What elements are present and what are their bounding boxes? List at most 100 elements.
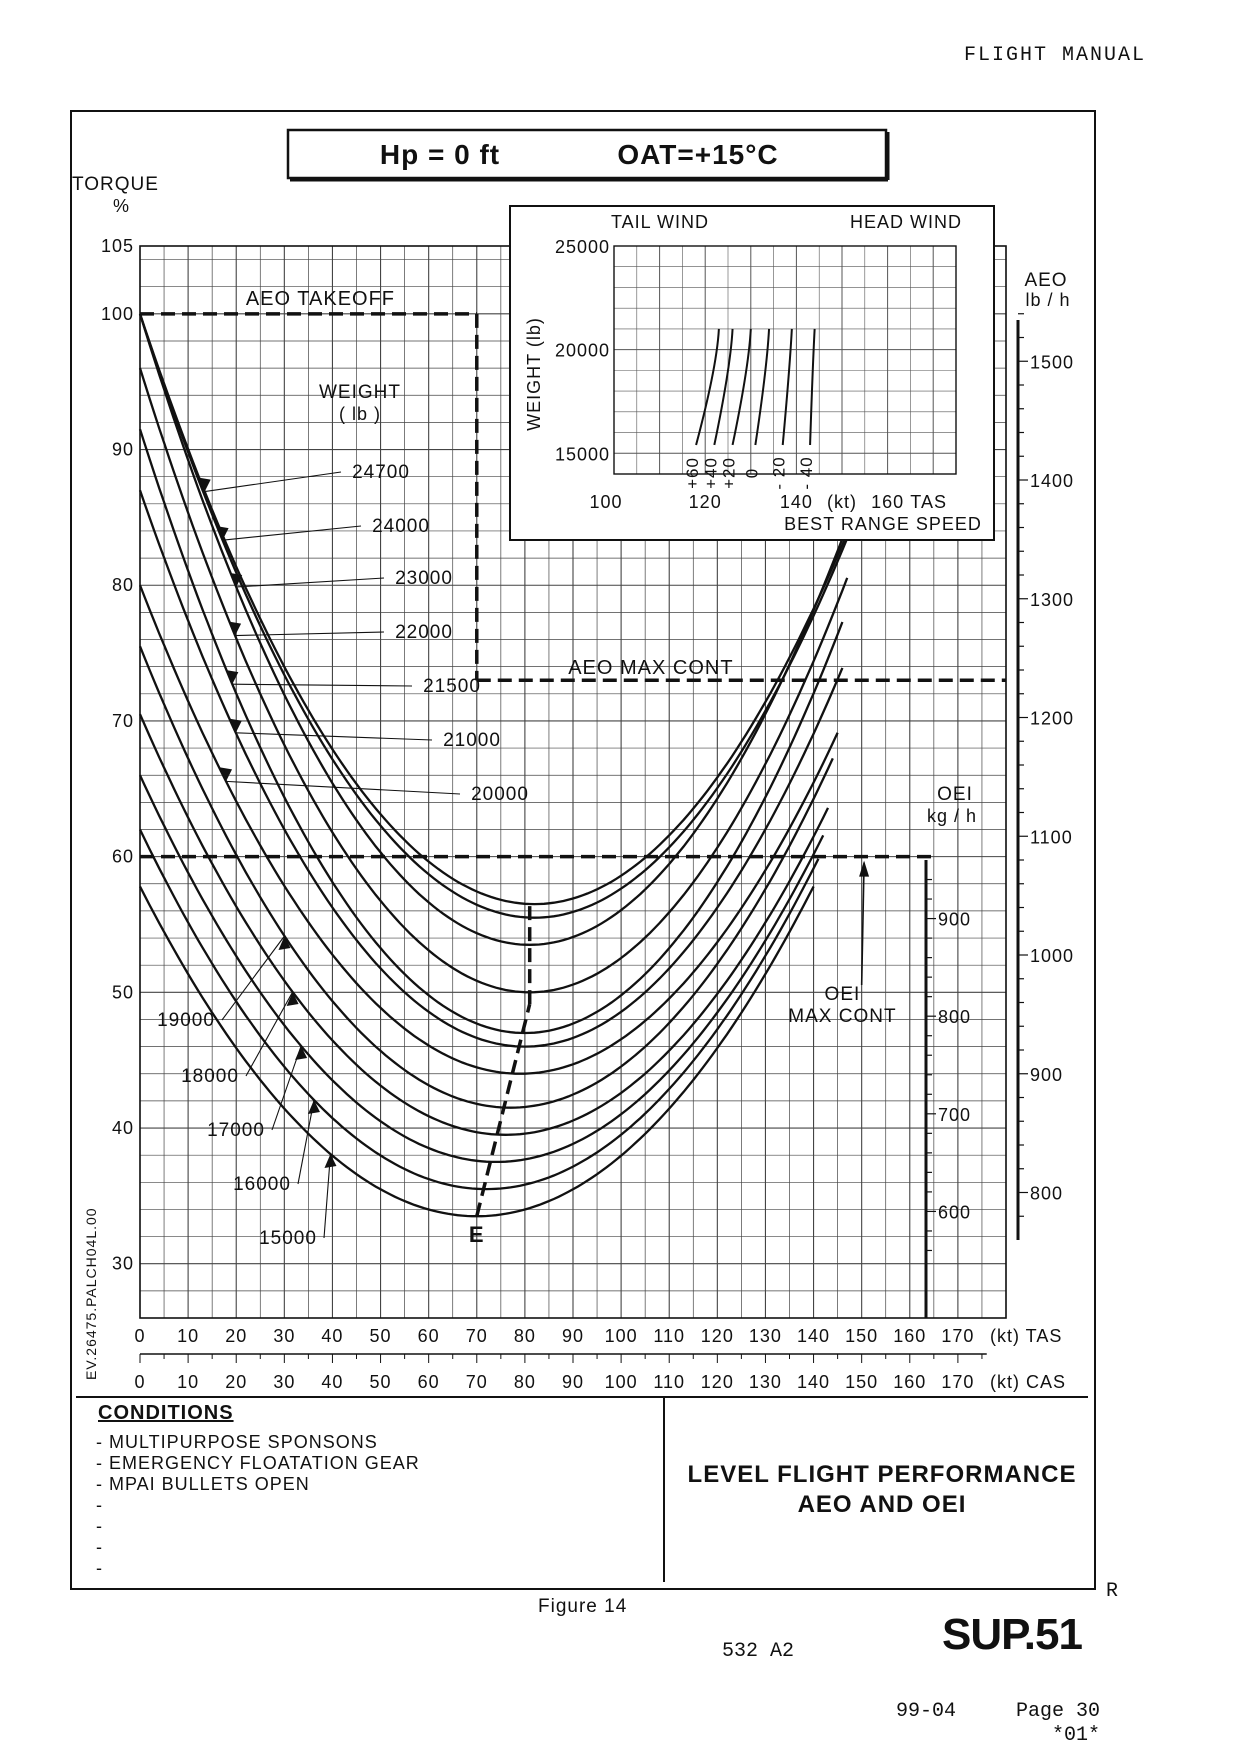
y-axis-unit: % xyxy=(113,196,130,216)
x-tick-label-tas: 40 xyxy=(321,1326,343,1346)
condition-item: - MPAI BULLETS OPEN xyxy=(96,1474,310,1494)
weight-label-19000: 19000 xyxy=(157,1010,215,1031)
weight-curve-19000 xyxy=(138,645,834,1109)
x-tick-label-cas: 90 xyxy=(562,1372,584,1392)
page-number: Page 30 xyxy=(1016,1700,1101,1723)
x-tick-label-tas: 50 xyxy=(370,1326,392,1346)
x-tick-label-cas: 160 xyxy=(893,1372,926,1392)
weight-curve-23000 xyxy=(138,313,854,946)
weight-arrow-head xyxy=(324,1154,337,1168)
x-tick-label-tas: 20 xyxy=(225,1326,247,1346)
weight-legend-title: WEIGHT xyxy=(319,382,401,403)
inset-wind-label: - 40 xyxy=(797,456,816,489)
aeo-fuel-scale-label: 1300 xyxy=(1030,590,1074,610)
weight-arrow-head xyxy=(226,670,239,685)
y-tick-label: 30 xyxy=(112,1254,134,1274)
inset-plot-area xyxy=(613,245,957,475)
endurance-point-label: E xyxy=(469,1222,485,1247)
x-tick-label-tas: 10 xyxy=(177,1326,199,1346)
weight-leader-line xyxy=(222,525,362,541)
inset-x-axis-label: (kt) xyxy=(827,492,857,512)
weight-label-23000: 23000 xyxy=(395,568,453,589)
aeo-fuel-scale-title: AEO xyxy=(1024,270,1067,291)
inset-y-tick-label: 15000 xyxy=(555,444,610,464)
x-tick-label-tas: 160 xyxy=(893,1326,926,1346)
inset-x-axis-unit: TAS xyxy=(910,492,947,512)
page-code: *01* xyxy=(1052,1724,1101,1747)
oei-fuel-scale-unit: kg / h xyxy=(927,806,977,826)
weight-label-24000: 24000 xyxy=(372,516,430,537)
oei-fuel-scale-label: 900 xyxy=(938,910,971,930)
weight-label-16000: 16000 xyxy=(233,1174,291,1195)
oei-arrow-head xyxy=(859,860,870,877)
x-tick-label-cas: 30 xyxy=(273,1372,295,1392)
x-tick-label-cas: 100 xyxy=(605,1372,638,1392)
aeo-fuel-scale-label: 800 xyxy=(1030,1184,1063,1204)
x-tick-label-cas: 20 xyxy=(225,1372,247,1392)
y-tick-label: 105 xyxy=(101,236,134,256)
x-tick-label-tas: 110 xyxy=(653,1326,685,1346)
weight-label-24700: 24700 xyxy=(352,462,410,483)
x-tick-label-tas: 70 xyxy=(466,1326,488,1346)
inset-wind-curve xyxy=(731,328,752,446)
inset-wind-label: 0 xyxy=(742,468,761,478)
performance-title: LEVEL FLIGHT PERFORMANCE AEO AND OEI xyxy=(672,1460,1092,1520)
aeo-fuel-scale-label: 1100 xyxy=(1030,827,1073,847)
x-tick-label-tas: 170 xyxy=(941,1326,974,1346)
weight-curve-17000 xyxy=(138,774,825,1164)
weight-label-18000: 18000 xyxy=(181,1066,239,1087)
weight-leader-line xyxy=(235,732,433,741)
inset-head-wind-label: HEAD WIND xyxy=(850,212,962,232)
weight-arrow-head xyxy=(229,718,242,733)
y-tick-label: 80 xyxy=(112,575,134,595)
condition-item: - xyxy=(96,1516,103,1536)
side-reference-code: EV.26475.PALCH04L.00 xyxy=(83,1207,99,1380)
oei-fuel-scale-label: 700 xyxy=(938,1105,971,1125)
weight-curve-16000 xyxy=(138,828,820,1191)
weight-arrow-head xyxy=(220,767,233,782)
aeo-fuel-scale-label: 1000 xyxy=(1030,946,1074,966)
oei-max-cont-annotation: MAX CONT xyxy=(788,1006,896,1027)
x-tick-label-tas: 30 xyxy=(273,1326,295,1346)
x-tick-label-tas: 60 xyxy=(418,1326,440,1346)
y-axis-label: TORQUE xyxy=(72,174,159,195)
condition-item: - xyxy=(96,1537,103,1557)
x-tick-label-tas: 80 xyxy=(514,1326,536,1346)
x-tick-label-tas: 90 xyxy=(562,1326,584,1346)
inset-y-axis-label: WEIGHT (lb) xyxy=(524,317,544,431)
condition-banner xyxy=(286,128,888,180)
weight-curve-21500 xyxy=(138,428,844,1035)
x-tick-label-cas: 110 xyxy=(653,1372,685,1392)
inset-subtitle: BEST RANGE SPEED xyxy=(784,514,982,534)
oei-leader-line xyxy=(860,862,865,986)
weight-arrow-head xyxy=(230,572,243,587)
weight-curve-24700 xyxy=(138,313,863,906)
weight-curve-24000 xyxy=(138,313,858,919)
weight-leader-line xyxy=(245,991,294,1077)
x-tick-label-tas: 100 xyxy=(605,1326,638,1346)
weight-label-21500: 21500 xyxy=(423,676,481,697)
figure-frame xyxy=(70,110,1096,1590)
oei-max-cont-annotation: OEI xyxy=(825,984,861,1005)
condition-item: - xyxy=(96,1558,103,1578)
weight-leader-line xyxy=(297,1099,315,1185)
x-tick-label-cas: 170 xyxy=(941,1372,974,1392)
x-tick-label-tas: 120 xyxy=(701,1326,734,1346)
inset-x-tick-label: 120 xyxy=(689,492,722,512)
section-number: SUP.51 xyxy=(942,1610,1083,1659)
aeo-fuel-scale-unit: lb / h xyxy=(1025,290,1070,310)
x-tick-label-cas: 0 xyxy=(134,1372,145,1392)
aeo-fuel-scale-label: 900 xyxy=(1030,1065,1063,1085)
y-tick-label: 50 xyxy=(112,982,134,1002)
weight-leader-line xyxy=(226,780,461,795)
weight-arrow-head xyxy=(278,936,291,950)
aeo-fuel-scale-label: 1500 xyxy=(1030,352,1074,372)
x-axis-label-cas: (kt) CAS xyxy=(990,1372,1066,1392)
weight-legend-unit: ( lb ) xyxy=(339,404,381,424)
weight-label-15000: 15000 xyxy=(259,1228,317,1249)
weight-leader-line xyxy=(204,471,342,493)
aeo-max-cont-label: AEO MAX CONT xyxy=(568,657,733,679)
weight-leader-line xyxy=(323,1153,332,1239)
y-tick-label: 100 xyxy=(101,304,134,324)
weight-leader-line xyxy=(232,683,413,687)
